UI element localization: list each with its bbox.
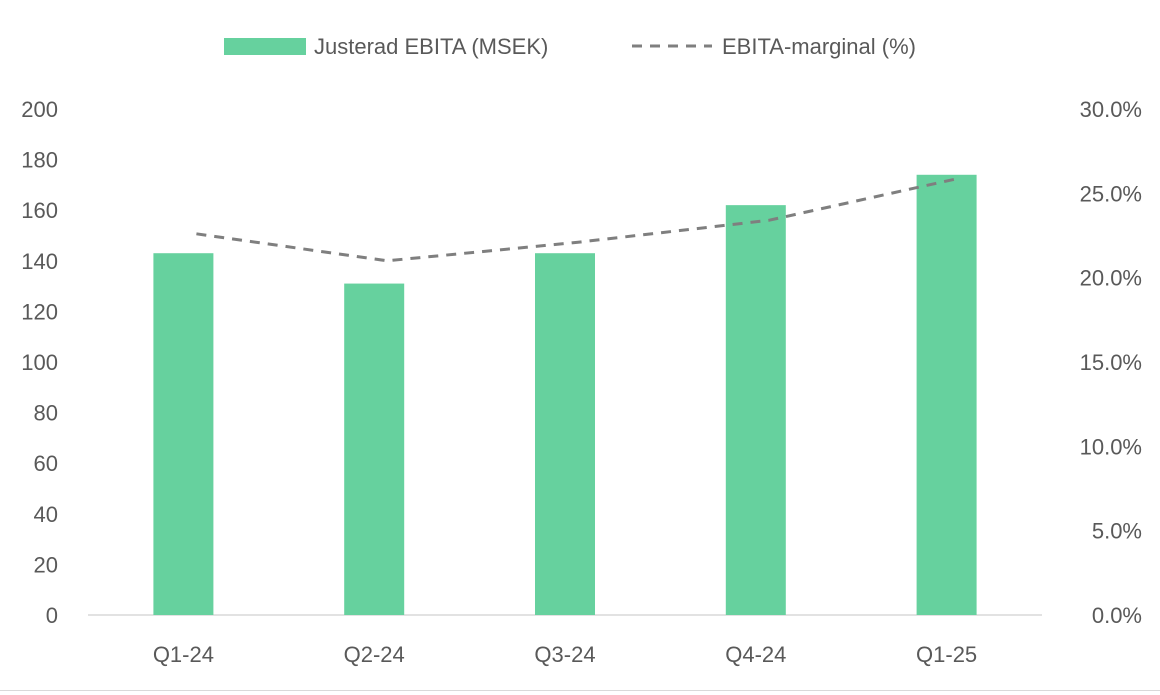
y-left-axis: 0 20 40 60 80 100 120 140 160 180 200 [21, 97, 58, 628]
legend: Justerad EBITA (MSEK) EBITA-marginal (%) [224, 34, 916, 59]
x-tick-label: Q4-24 [725, 642, 786, 667]
y-left-tick-label: 20 [34, 552, 58, 577]
y-left-tick-label: 40 [34, 502, 58, 527]
bar-q1-24 [153, 253, 214, 615]
x-tick-label: Q2-24 [344, 642, 405, 667]
y-right-tick-label: 25.0% [1080, 181, 1142, 206]
y-left-tick-label: 120 [21, 299, 58, 324]
y-right-tick-label: 15.0% [1080, 350, 1142, 375]
bar-q4-24 [725, 205, 786, 615]
y-left-tick-label: 140 [21, 249, 58, 274]
y-left-tick-label: 60 [34, 451, 58, 476]
line-series [196, 176, 960, 263]
x-axis: Q1-24 Q2-24 Q3-24 Q4-24 Q1-25 [153, 642, 977, 667]
legend-bar-label: Justerad EBITA (MSEK) [314, 34, 548, 59]
bar-q2-24 [344, 283, 405, 615]
y-right-tick-label: 20.0% [1080, 266, 1142, 291]
legend-bar-swatch [224, 38, 306, 55]
x-tick-label: Q3-24 [534, 642, 595, 667]
y-left-tick-label: 0 [46, 603, 58, 628]
x-tick-label: Q1-25 [916, 642, 977, 667]
y-left-tick-label: 200 [21, 97, 58, 122]
y-right-tick-label: 10.0% [1080, 434, 1142, 459]
bar-q1-25 [916, 174, 977, 615]
x-tick-label: Q1-24 [153, 642, 214, 667]
y-right-tick-label: 0.0% [1092, 603, 1142, 628]
y-left-tick-label: 180 [21, 148, 58, 173]
bar-q3-24 [535, 253, 595, 615]
y-left-tick-label: 80 [34, 401, 58, 426]
y-left-tick-label: 160 [21, 198, 58, 223]
bar-series [153, 174, 977, 615]
y-right-tick-label: 30.0% [1080, 97, 1142, 122]
margin-line [196, 176, 960, 263]
bottom-divider [0, 690, 1160, 691]
y-left-tick-label: 100 [21, 350, 58, 375]
legend-line-label: EBITA-marginal (%) [722, 34, 916, 59]
y-right-axis: 0.0% 5.0% 10.0% 15.0% 20.0% 25.0% 30.0% [1080, 97, 1142, 628]
y-right-tick-label: 5.0% [1092, 519, 1142, 544]
